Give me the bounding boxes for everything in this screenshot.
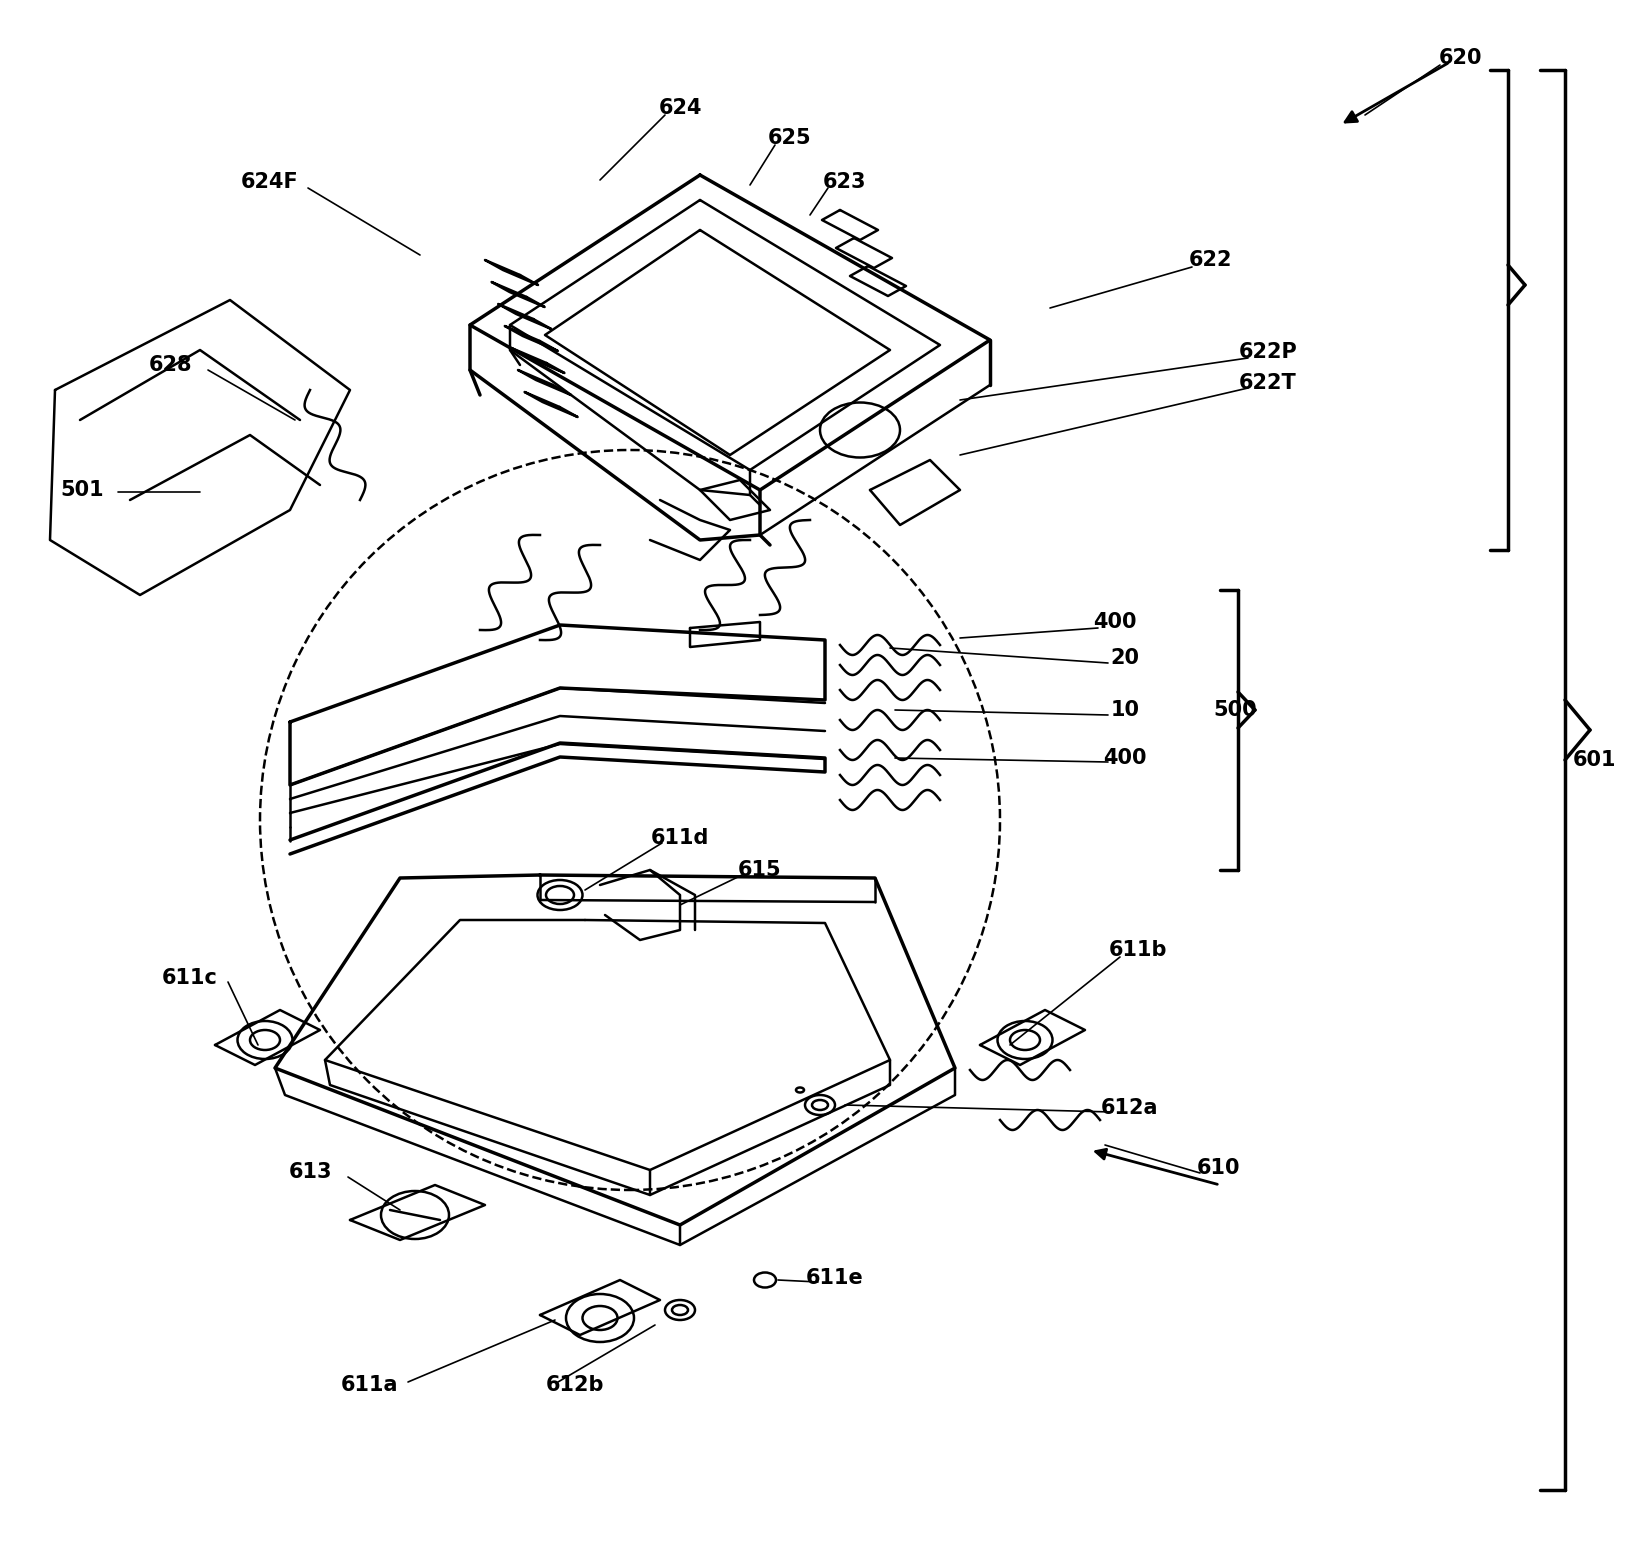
- Text: 613: 613: [289, 1162, 331, 1183]
- Text: 622P: 622P: [1239, 342, 1297, 362]
- Text: 500: 500: [1213, 699, 1257, 720]
- Text: 10: 10: [1110, 699, 1139, 720]
- Text: 624: 624: [658, 98, 702, 118]
- Text: 620: 620: [1438, 48, 1482, 68]
- Text: 611b: 611b: [1108, 940, 1167, 960]
- Text: 615: 615: [738, 859, 782, 880]
- Text: 501: 501: [60, 480, 104, 500]
- Text: 611c: 611c: [162, 968, 219, 988]
- Text: 610: 610: [1196, 1158, 1240, 1178]
- Text: 623: 623: [823, 172, 867, 193]
- Text: 625: 625: [769, 127, 811, 148]
- Text: 612b: 612b: [545, 1375, 604, 1395]
- Text: 611d: 611d: [651, 828, 710, 848]
- Text: 400: 400: [1093, 612, 1138, 632]
- Text: 601: 601: [1573, 751, 1617, 769]
- Text: 612a: 612a: [1102, 1099, 1159, 1117]
- Text: 20: 20: [1110, 648, 1139, 668]
- Text: 622T: 622T: [1239, 373, 1297, 393]
- Text: 628: 628: [149, 354, 191, 375]
- Text: 400: 400: [1103, 747, 1147, 768]
- Text: 611e: 611e: [806, 1268, 863, 1288]
- Text: 624F: 624F: [242, 172, 299, 193]
- Text: 622: 622: [1188, 250, 1232, 270]
- Text: 611a: 611a: [341, 1375, 398, 1395]
